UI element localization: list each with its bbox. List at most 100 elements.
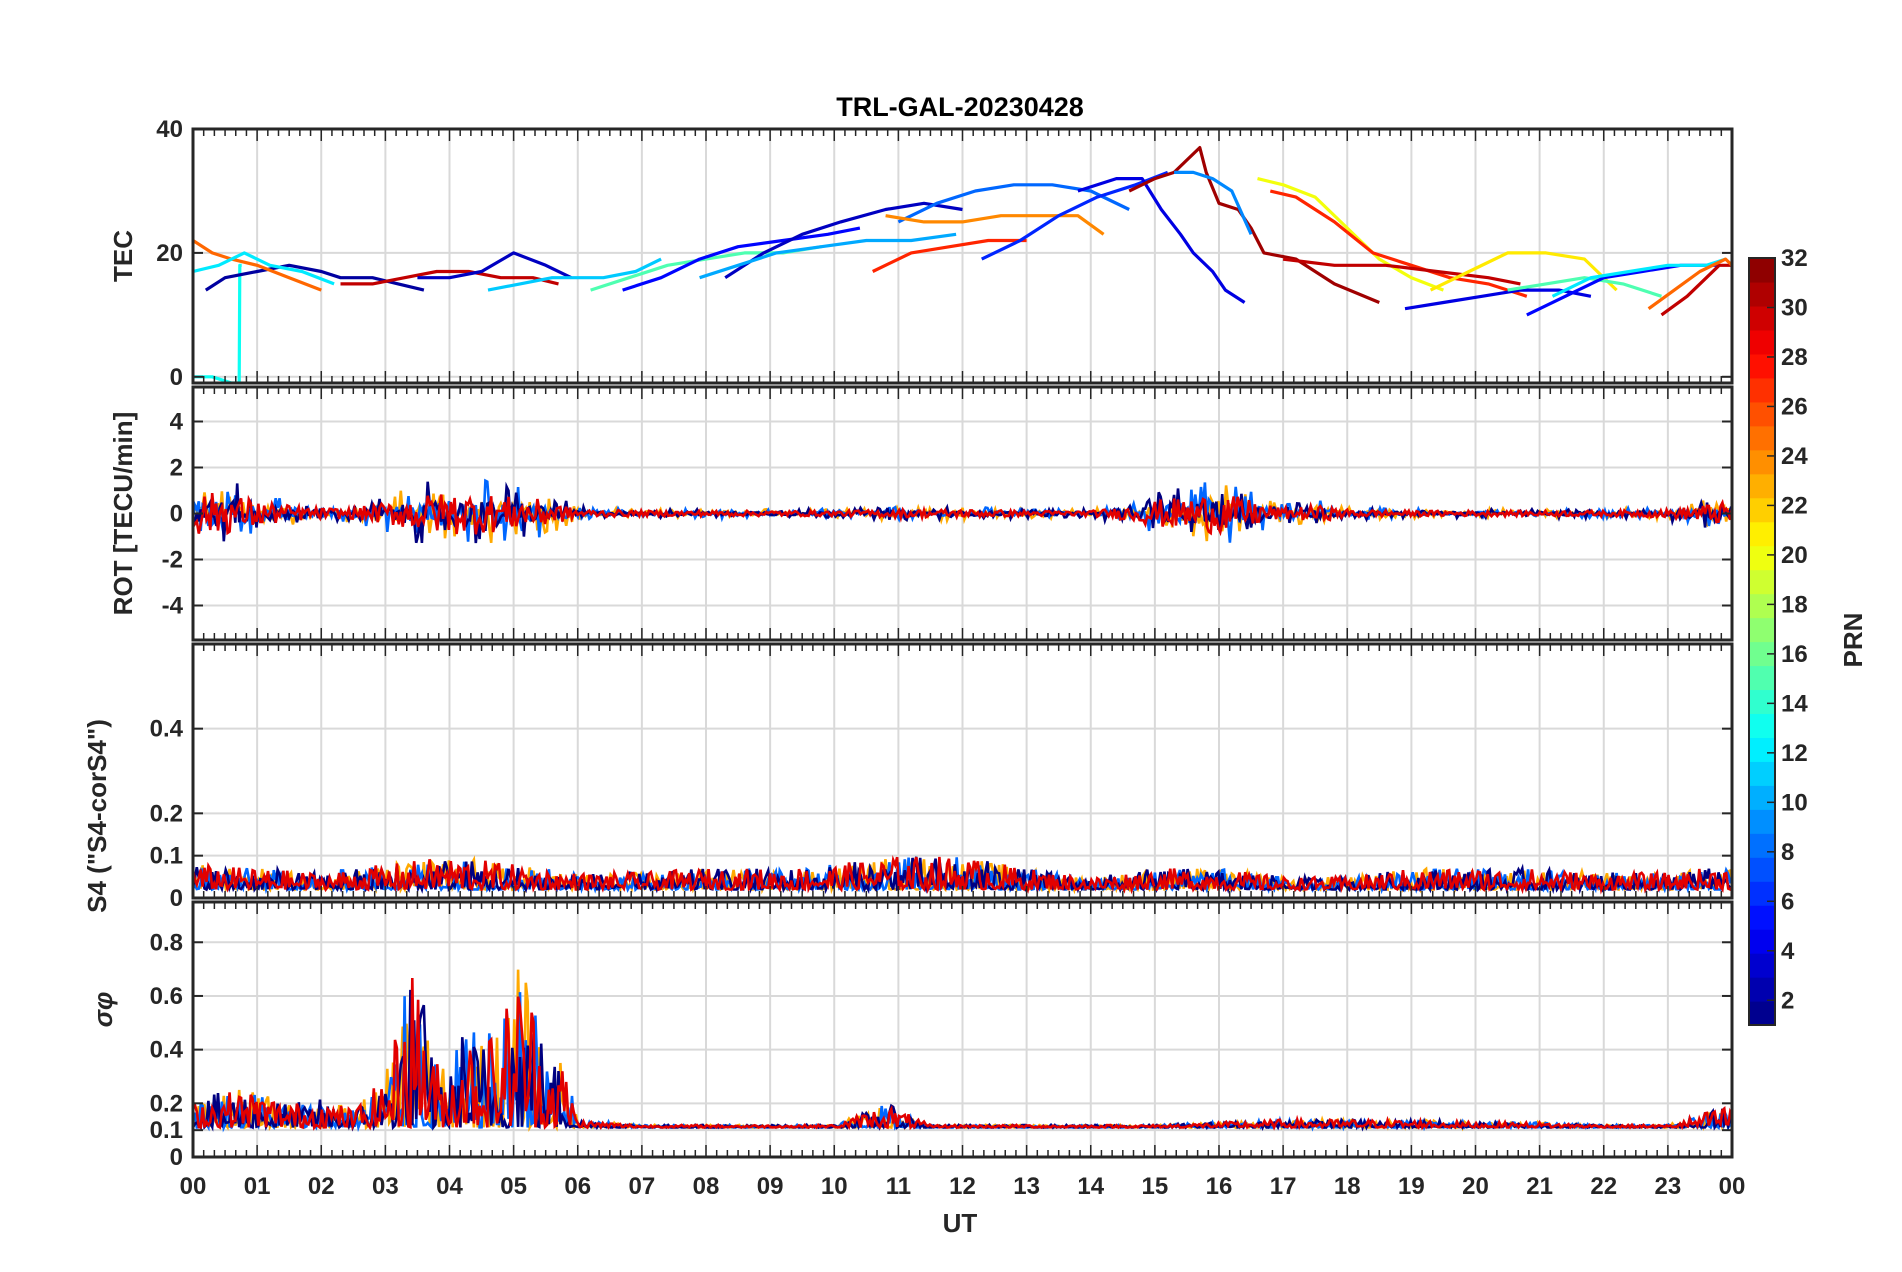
tec-series-prn-31 xyxy=(1128,146,1380,304)
colorbar-tick-label: 4 xyxy=(1781,938,1795,965)
colorbar-segment xyxy=(1749,737,1775,762)
tec-series-prn-5 xyxy=(622,226,861,292)
tec-series-prn-27 xyxy=(872,238,1027,273)
tec-series-prn-20 xyxy=(1257,177,1444,292)
colorbar-segment xyxy=(1749,953,1775,978)
x-tick-label: 22 xyxy=(1590,1173,1617,1200)
x-tick-label: 06 xyxy=(564,1173,591,1200)
tec-series-prn-15 xyxy=(1507,276,1662,298)
y-axis-label: σφ xyxy=(88,992,118,1028)
colorbar-segment xyxy=(1749,785,1775,810)
s4-trace xyxy=(193,855,1732,895)
x-tick-label: 07 xyxy=(629,1173,656,1200)
y-tick-label: 0.4 xyxy=(150,1037,184,1064)
series-group xyxy=(193,969,1732,1133)
colorbar-segment xyxy=(1749,258,1775,283)
colorbar-segment xyxy=(1749,977,1775,1002)
colorbar-tick-label: 12 xyxy=(1781,740,1808,767)
colorbar-segment xyxy=(1749,353,1775,379)
colorbar-tick-label: 26 xyxy=(1781,393,1808,420)
colorbar-tick-label: 28 xyxy=(1781,344,1808,371)
colorbar-segment xyxy=(1749,665,1775,691)
colorbar-segment xyxy=(1749,929,1775,954)
colorbar-tick-label: 2 xyxy=(1781,987,1794,1014)
colorbar-tick-label: 6 xyxy=(1781,888,1794,915)
y-tick-label: 40 xyxy=(156,116,183,143)
x-tick-label: 09 xyxy=(757,1173,784,1200)
tec-series-prn-11 xyxy=(487,257,662,292)
colorbar-segment xyxy=(1749,689,1775,715)
tec-series-prn-25 xyxy=(1647,257,1732,310)
y-tick-label: 0 xyxy=(170,364,183,391)
colorbar-segment xyxy=(1749,809,1775,834)
x-tick-label: 08 xyxy=(693,1173,720,1200)
colorbar-tick-label: 20 xyxy=(1781,542,1808,569)
x-tick-label: 13 xyxy=(1013,1173,1040,1200)
colorbar-tick-label: 24 xyxy=(1781,443,1808,470)
tec-series-prn-4 xyxy=(1077,177,1246,304)
colorbar-tick-label: 16 xyxy=(1781,641,1808,668)
tec-series-prn-27 xyxy=(1269,189,1528,298)
y-tick-label: 2 xyxy=(170,455,183,482)
colorbar-segment xyxy=(1749,569,1775,595)
x-tick-label: 19 xyxy=(1398,1173,1425,1200)
x-tick-label: 15 xyxy=(1142,1173,1169,1200)
colorbar-segment xyxy=(1749,593,1775,619)
y-tick-label: 0.1 xyxy=(150,1117,183,1144)
y-tick-label: 0.2 xyxy=(150,1090,183,1117)
y-tick-label: 0.2 xyxy=(150,800,183,827)
colorbar-segment xyxy=(1749,617,1775,643)
y-tick-label: 0.8 xyxy=(150,929,183,956)
colorbar-tick-label: 30 xyxy=(1781,294,1808,321)
chart-title: TRL-GAL-20230428 xyxy=(836,92,1084,122)
tec-series-prn-10 xyxy=(699,232,957,280)
x-tick-label: 04 xyxy=(436,1173,463,1200)
y-axis-label: ROT [TECU/min] xyxy=(108,412,138,616)
colorbar-segment xyxy=(1749,857,1775,882)
tec-series-prn-12 xyxy=(193,251,335,286)
colorbar-segment xyxy=(1749,545,1775,571)
tec-series-prn-30 xyxy=(1282,257,1521,286)
colorbar-segment xyxy=(1749,905,1775,930)
x-tick-label: 20 xyxy=(1462,1173,1489,1200)
tec-series-prn-13 xyxy=(193,263,242,383)
x-tick-label: 21 xyxy=(1526,1173,1553,1200)
colorbar-tick-label: 22 xyxy=(1781,492,1808,519)
x-tick-label: 17 xyxy=(1270,1173,1297,1200)
y-tick-label: 0.6 xyxy=(150,983,183,1010)
colorbar-segment xyxy=(1749,281,1775,307)
y-tick-label: 0.1 xyxy=(150,843,183,870)
y-tick-label: -4 xyxy=(162,593,184,620)
x-tick-label: 00 xyxy=(1719,1173,1746,1200)
tec-series-prn-8 xyxy=(897,183,1130,224)
colorbar-tick-label: 10 xyxy=(1781,789,1808,816)
x-tick-label: 01 xyxy=(244,1173,271,1200)
sigma_phi-trace xyxy=(193,977,1732,1131)
tec-series-prn-24 xyxy=(885,214,1105,236)
x-tick-label: 18 xyxy=(1334,1173,1361,1200)
colorbar-segment xyxy=(1749,473,1775,499)
tec-series-prn-25 xyxy=(193,239,322,292)
x-tick-label: 02 xyxy=(308,1173,335,1200)
colorbar-segment xyxy=(1749,521,1775,547)
colorbar-segment xyxy=(1749,329,1775,355)
colorbar-segment xyxy=(1749,1001,1775,1026)
colorbar-tick-label: 32 xyxy=(1781,245,1808,272)
colorbar-segment xyxy=(1749,305,1775,331)
tec-series-prn-3 xyxy=(724,201,963,280)
colorbar-segment xyxy=(1749,761,1775,786)
x-tick-label: 14 xyxy=(1077,1173,1104,1200)
colorbar-segment xyxy=(1749,497,1775,523)
y-tick-label: -2 xyxy=(162,547,183,574)
colorbar-segment xyxy=(1749,833,1775,858)
x-tick-label: 05 xyxy=(500,1173,527,1200)
tec-series-prn-9 xyxy=(1174,170,1253,235)
colorbar-tick-label: 18 xyxy=(1781,591,1808,618)
colorbar-segment xyxy=(1749,713,1775,738)
x-tick-label: 10 xyxy=(821,1173,848,1200)
colorbar-frame xyxy=(1748,257,1776,1026)
x-axis: 00 01 02 03 04 05 06 07 08 09 10 11 12 13 14 15 16 17 18 19… xyxy=(180,1173,1746,1200)
rot-trace xyxy=(193,492,1732,537)
